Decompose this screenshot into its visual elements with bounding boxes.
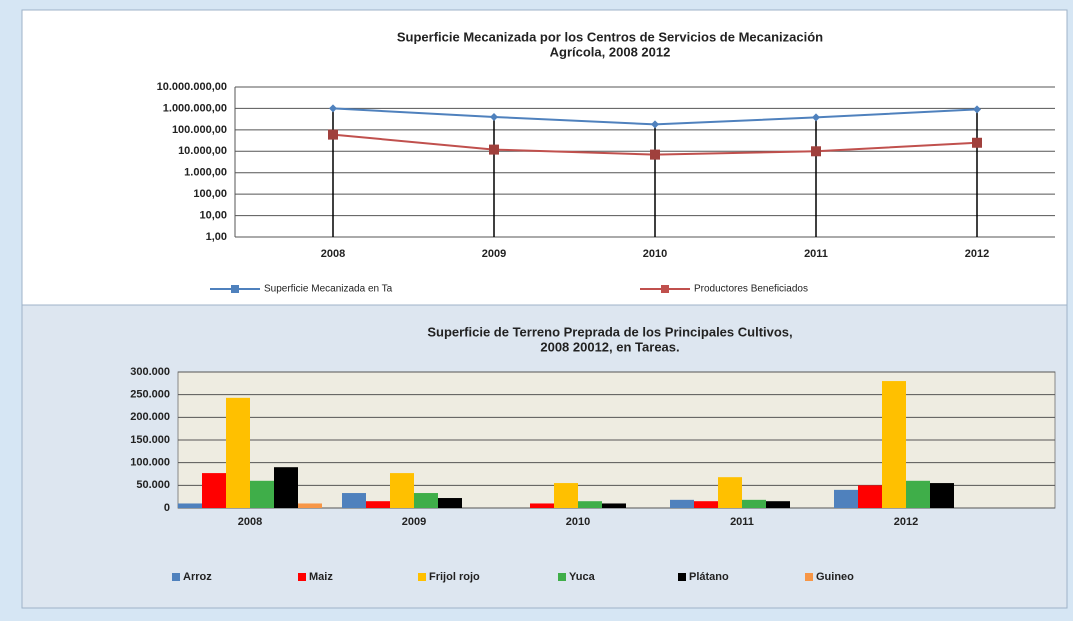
chart-title: Superficie de Terreno Preprada de los Pr… [427, 324, 792, 339]
marker [811, 146, 821, 157]
y-tick-label: 200.000 [130, 411, 170, 423]
legend-swatch [558, 573, 566, 581]
legend-label: Yuca [569, 571, 596, 583]
bar [342, 493, 366, 508]
bar [602, 503, 626, 508]
bar [670, 499, 694, 508]
y-tick-label: 100.000,00 [172, 124, 227, 136]
y-tick-label: 150.000 [130, 434, 170, 446]
x-tick-label: 2012 [965, 248, 989, 260]
chart-title: Superficie Mecanizada por los Centros de… [397, 29, 823, 44]
y-tick-label: 1,00 [206, 231, 227, 243]
chart-title: Agrícola, 2008 2012 [550, 44, 671, 59]
legend-swatch [805, 573, 813, 581]
legend-label: Plátano [689, 571, 729, 583]
y-tick-label: 1.000.000,00 [163, 102, 227, 114]
bar [298, 503, 322, 508]
bar [438, 498, 462, 508]
y-tick-label: 100.000 [130, 457, 170, 469]
x-tick-label: 2008 [321, 248, 345, 260]
bar [834, 489, 858, 508]
y-tick-label: 10.000,00 [178, 145, 227, 157]
marker [650, 149, 660, 160]
legend-swatch [661, 285, 669, 293]
y-tick-label: 100,00 [193, 188, 227, 200]
legend-swatch [298, 573, 306, 581]
legend-label: Frijol rojo [429, 571, 480, 583]
bar [694, 501, 718, 508]
chart-title: 2008 20012, en Tareas. [540, 339, 679, 354]
bar [202, 473, 226, 508]
top-panel [21, 9, 1068, 306]
x-tick-label: 2011 [804, 248, 828, 260]
legend-label: Productores Beneficiados [694, 284, 808, 295]
bar [906, 480, 930, 508]
y-tick-label: 1.000,00 [184, 167, 227, 179]
bar [390, 473, 414, 508]
x-tick-label: 2009 [402, 516, 426, 528]
marker [972, 137, 982, 148]
x-tick-label: 2008 [238, 516, 262, 528]
marker [973, 105, 981, 114]
legend-swatch [231, 285, 239, 293]
x-tick-label: 2012 [894, 516, 918, 528]
bar [178, 503, 202, 508]
bar [226, 397, 250, 508]
marker [490, 112, 498, 121]
legend-swatch [172, 573, 180, 581]
legend-swatch [418, 573, 426, 581]
y-tick-label: 10,00 [199, 209, 227, 221]
legend-label: Maiz [309, 571, 333, 583]
bar [530, 503, 554, 508]
bar [274, 467, 298, 508]
bar [554, 483, 578, 508]
y-tick-label: 250.000 [130, 389, 170, 401]
bar [718, 477, 742, 508]
x-tick-label: 2009 [482, 248, 506, 260]
y-tick-label: 0 [164, 502, 170, 514]
bar [766, 501, 790, 508]
bar [578, 501, 602, 508]
legend-swatch [678, 573, 686, 581]
legend-label: Arroz [183, 571, 212, 583]
y-tick-label: 300.000 [130, 366, 170, 378]
bar [250, 480, 274, 508]
bar [414, 493, 438, 508]
marker [489, 144, 499, 155]
x-tick-label: 2011 [730, 516, 754, 528]
legend-label: Superficie Mecanizada en Ta [264, 284, 393, 295]
marker [651, 120, 659, 129]
bar [366, 501, 390, 508]
bar [858, 485, 882, 508]
marker [329, 104, 337, 113]
x-tick-label: 2010 [643, 248, 667, 260]
legend-label: Guineo [816, 571, 854, 583]
x-tick-label: 2010 [566, 516, 590, 528]
bar [930, 483, 954, 508]
bar [882, 381, 906, 508]
marker [328, 129, 338, 140]
marker [812, 113, 820, 122]
y-tick-label: 50.000 [136, 479, 170, 491]
bar [742, 499, 766, 508]
y-tick-label: 10.000.000,00 [157, 81, 227, 93]
